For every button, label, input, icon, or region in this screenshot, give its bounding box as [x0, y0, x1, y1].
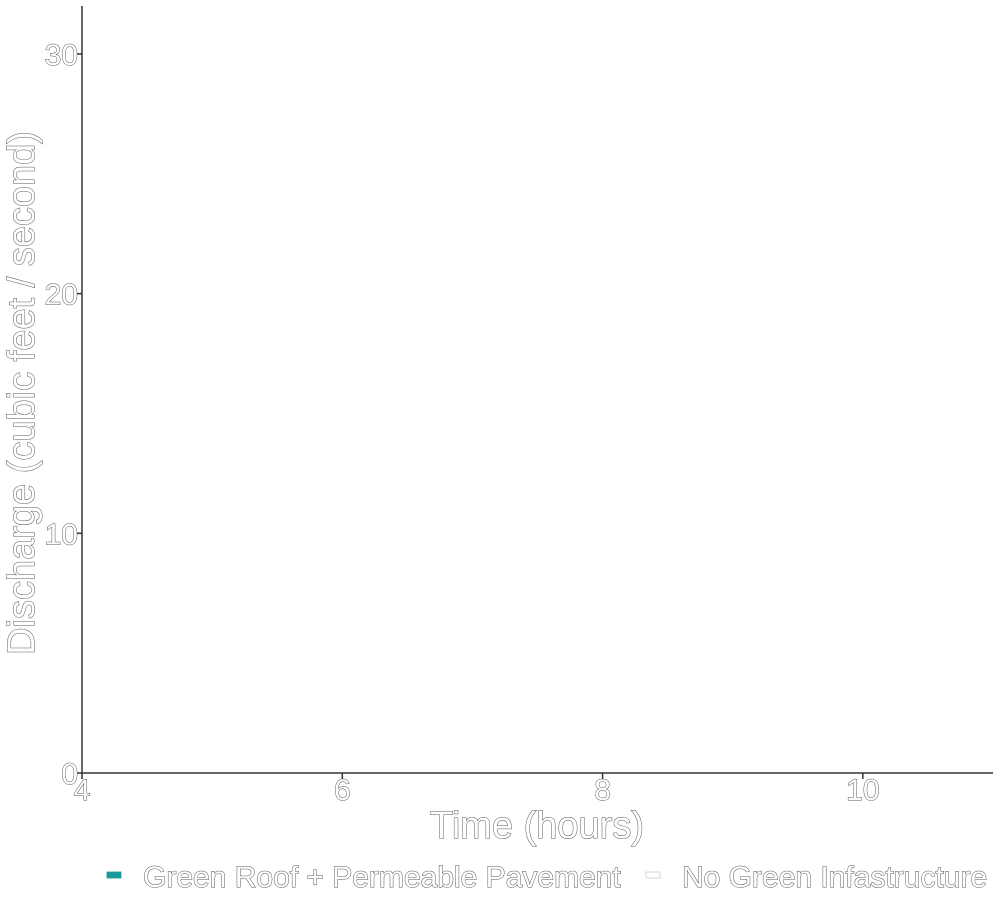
legend-label: No Green Infastructure: [682, 861, 987, 894]
legend-key: [106, 871, 122, 879]
x-axis-title: Time (hours): [430, 805, 644, 847]
y-tick-label: 10: [45, 518, 78, 551]
x-tick-label: 10: [846, 774, 879, 807]
x-axis-ticks: 4 6 8 10: [73, 773, 880, 808]
y-axis-ticks: 0 10 20 30: [44, 38, 82, 792]
legend-key: [645, 871, 661, 879]
x-tick-label: 6: [334, 774, 351, 807]
y-tick-label: 20: [45, 279, 78, 312]
legend: Green Roof + Permeable Pavement No Green …: [106, 861, 988, 895]
x-tick-label: 8: [594, 774, 611, 807]
y-tick-label: 30: [45, 39, 78, 72]
x-tick-label: 4: [74, 774, 91, 807]
y-tick-label: 0: [61, 758, 78, 791]
y-axis-title: Discharge (cubic feet / second): [1, 131, 43, 655]
legend-label: Green Roof + Permeable Pavement: [143, 861, 621, 894]
